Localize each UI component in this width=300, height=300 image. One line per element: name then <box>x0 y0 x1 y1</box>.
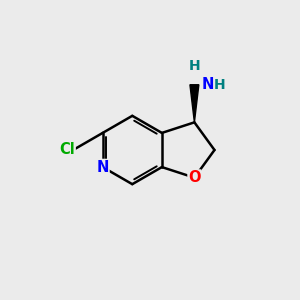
Text: O: O <box>188 170 201 185</box>
Text: H: H <box>189 59 200 73</box>
Text: N: N <box>202 77 214 92</box>
Text: Cl: Cl <box>59 142 75 157</box>
Text: N: N <box>97 160 109 175</box>
Text: H: H <box>213 78 225 92</box>
Polygon shape <box>190 85 199 122</box>
